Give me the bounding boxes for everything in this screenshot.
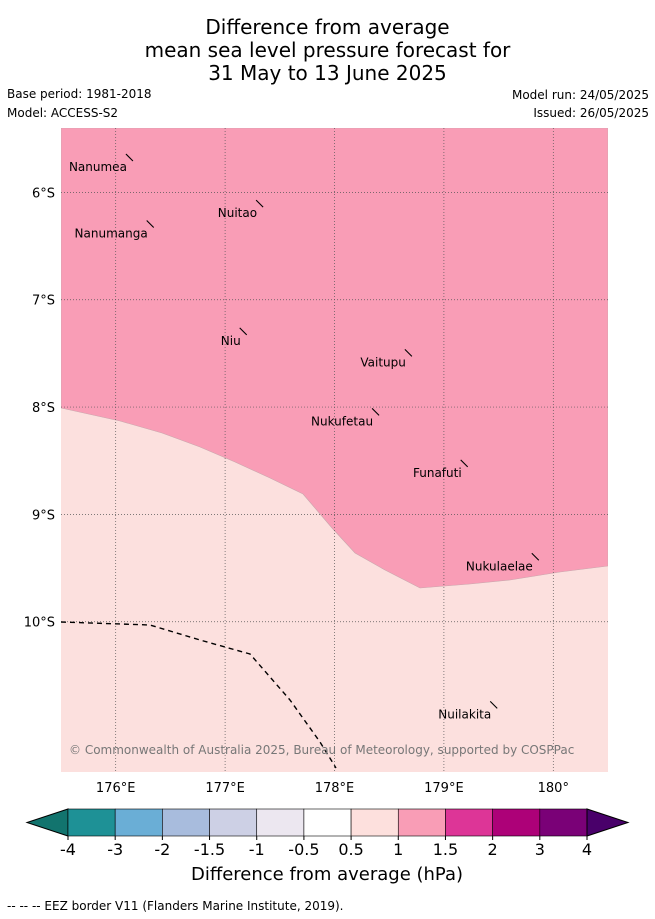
colorbar-segment [397,808,446,837]
colorbar-segment [162,808,210,837]
colorbar-segment [539,808,588,837]
island-label: Nukulaelae [466,559,533,573]
colorbar: -4 -3 -2 -1.5 -1 -0.5 0.5 1 1.5 2 3 4 [25,808,630,859]
colorbar-segment [492,808,541,837]
island-outline [531,552,540,561]
colorbar-tick-label: -1 [249,840,265,859]
latitude-tick-label: 6°S [32,186,55,201]
island-label: Nuitao [218,206,257,220]
map-gridlines [61,128,608,772]
map-figure: Nanumea Nuitao Nanumanga Niu Vaitupu Nukufeta… [24,128,630,885]
colorbar-segment [303,808,352,837]
eez-border-line [61,621,337,769]
colorbar-tick-label: -1.5 [194,840,225,859]
island-label: Nukufetau [311,414,373,428]
map-plot-area: Nanumea Nuitao Nanumanga Niu Vaitupu Nukufeta… [61,128,608,772]
colorbar-label: Difference from average (hPa) [191,864,463,885]
island-labels: Nanumea Nuitao Nanumanga Niu Vaitupu Nukufeta… [69,153,540,721]
island-outline [460,459,469,468]
latitude-tick-label: 9°S [32,508,55,523]
colorbar-tick-label: 1.5 [433,840,458,859]
colorbar-tick-label: -4 [60,840,76,859]
issued-label: Issued: 26/05/2025 [533,106,649,120]
longitude-tick-label: 177°E [205,781,245,796]
model-run-label: Model run: 24/05/2025 [511,88,649,102]
island-outline [489,700,498,709]
island-label: Funafuti [413,466,462,480]
base-period-label: Base period: 1981-2018 [7,87,152,101]
latitude-tick-label: 8°S [32,401,55,416]
island-outline [404,348,413,357]
colorbar-segment [67,808,116,837]
longitude-tick-labels: 176°E 177°E 178°E 179°E 180° [96,781,569,796]
island-outline [146,220,155,228]
island-outline [371,407,380,416]
colorbar-segment [256,808,305,837]
latitude-tick-labels: 6°S 7°S 8°S 9°S 10°S [24,186,55,630]
map-title: Difference from average mean sea level p… [0,16,655,85]
island-outline [255,199,264,208]
colorbar-over-arrow [586,808,630,837]
island-label: Vaitupu [360,355,406,369]
latitude-tick-label: 7°S [32,294,55,309]
colorbar-tick-label: -0.5 [288,840,319,859]
latitude-tick-label: 10°S [24,616,55,631]
title-line-1: Difference from average [205,15,450,39]
colorbar-tick-label: 2 [488,840,498,859]
longitude-tick-label: 179°E [424,781,464,796]
island-label: Nanumanga [75,227,148,241]
longitude-tick-label: 176°E [96,781,136,796]
colorbar-tick-label: 3 [535,840,545,859]
colorbar-segment [350,808,399,837]
high-anomaly-region [61,128,608,589]
colorbar-segment [445,808,493,837]
copyright-text: © Commonwealth of Australia 2025, Bureau… [69,743,574,757]
island-outline [125,153,134,162]
model-label: Model: ACCESS-S2 [7,106,119,120]
colorbar-segment [114,808,163,837]
island-label: Nuilakita [438,707,491,721]
island-label: Niu [221,334,241,348]
colorbar-under-arrow [25,808,69,837]
colorbar-tick-label: 1 [393,840,403,859]
longitude-tick-label: 180° [538,781,569,796]
colorbar-segment [209,808,258,837]
colorbar-tick-label: -2 [154,840,170,859]
colorbar-tick-label: 0.5 [338,840,363,859]
colorbar-tick-label: 4 [582,840,592,859]
island-label: Nanumea [69,160,127,174]
longitude-tick-label: 178°E [315,781,355,796]
island-outline [239,327,248,336]
eez-footnote: -- -- -- EEZ border V11 (Flanders Marine… [7,899,344,913]
title-line-2: mean sea level pressure forecast for [144,38,511,62]
colorbar-tick-label: -3 [107,840,123,859]
title-line-3: 31 May to 13 June 2025 [208,61,447,85]
